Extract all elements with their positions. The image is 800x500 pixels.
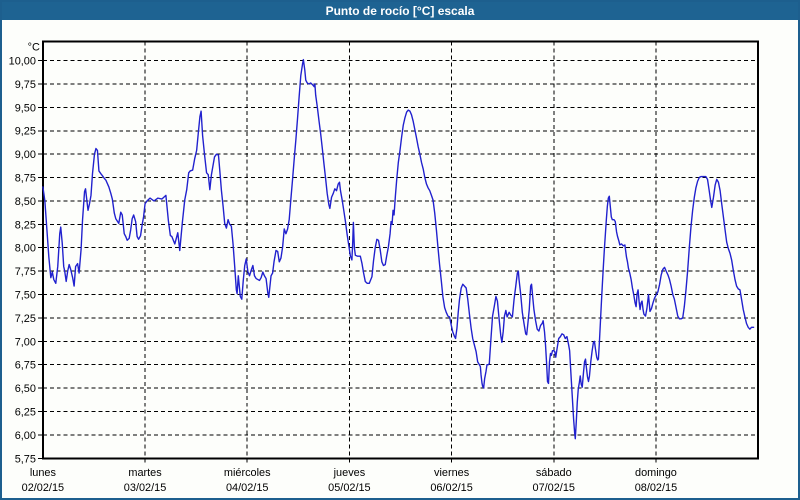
y-tick-label: 8,75 — [15, 172, 36, 184]
y-tick-label: 8,00 — [15, 243, 36, 255]
y-tick-label: 9,00 — [15, 149, 36, 161]
x-day-label: viernes — [434, 467, 470, 479]
dew-point-line — [42, 58, 755, 440]
y-tick-label: 8,25 — [15, 219, 36, 231]
x-date-label: 04/02/15 — [226, 482, 268, 494]
y-tick-label: 9,25 — [15, 126, 36, 138]
plot-border — [41, 40, 760, 460]
y-tick-label: 7,25 — [15, 313, 36, 325]
x-day-label: lunes — [30, 467, 57, 479]
y-tick-label: 8,50 — [15, 196, 36, 208]
x-date-label: 06/02/15 — [430, 482, 472, 494]
y-tick-label: 5,75 — [15, 453, 36, 465]
x-date-label: 02/02/15 — [22, 482, 64, 494]
x-date-label: 07/02/15 — [533, 482, 575, 494]
y-tick-label: 6,75 — [15, 360, 36, 372]
y-tick-label: 10,00 — [9, 55, 36, 67]
x-day-label: sábado — [536, 467, 572, 479]
y-tick-label: 7,50 — [15, 290, 36, 302]
x-day-label: domingo — [635, 467, 677, 479]
y-axis-unit-label: °C — [28, 42, 40, 54]
x-day-label: jueves — [333, 467, 366, 479]
y-tick-label: 9,75 — [15, 79, 36, 91]
y-tick-label: 6,50 — [15, 383, 36, 395]
x-date-label: 03/02/15 — [124, 482, 166, 494]
y-tick-label: 6,00 — [15, 430, 36, 442]
y-tick-label: 6,25 — [15, 406, 36, 418]
y-tick-label: 7,75 — [15, 266, 36, 278]
y-tick-label: 7,00 — [15, 336, 36, 348]
x-day-label: miércoles — [224, 467, 271, 479]
x-date-label: 05/02/15 — [328, 482, 370, 494]
title-bar: Punto de rocío [°C] escala — [2, 2, 798, 20]
window-title: Punto de rocío [°C] escala — [325, 4, 475, 18]
y-tick-label: 9,50 — [15, 102, 36, 114]
x-date-label: 08/02/15 — [635, 482, 677, 494]
x-day-label: martes — [128, 467, 162, 479]
